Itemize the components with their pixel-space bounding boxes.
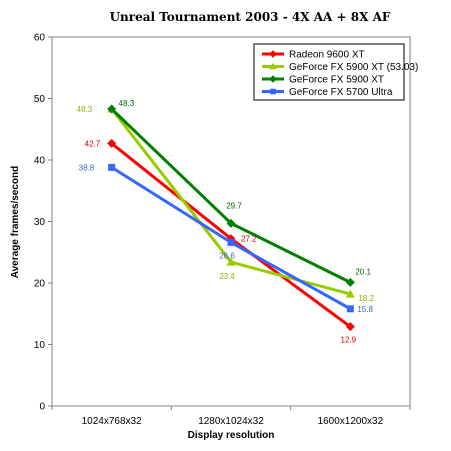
data-label: 29.7 <box>226 201 242 210</box>
legend-label: GeForce FX 5900 XT (53.03) <box>289 62 418 73</box>
y-tick-label: 10 <box>34 340 46 351</box>
data-point <box>269 62 277 70</box>
data-point <box>226 218 236 228</box>
data-point <box>346 305 354 313</box>
x-axis: 1024x768x32 1280x1024x32 1600x1200x32 <box>51 406 411 427</box>
data-label: 38.8 <box>79 163 95 172</box>
data-label: 48.3 <box>77 105 93 114</box>
data-label: 15.8 <box>357 305 373 314</box>
data-point <box>108 163 116 171</box>
y-tick-label: 40 <box>34 156 46 167</box>
data-point <box>345 322 355 332</box>
y-tick-label: 30 <box>34 217 46 228</box>
legend-label: Radeon 9600 XT <box>289 50 365 61</box>
x-tick-label: 1280x1024x32 <box>198 416 264 427</box>
data-label: 20.1 <box>355 267 371 276</box>
legend-label: GeForce FX 5700 Ultra <box>289 87 393 98</box>
data-point <box>107 104 117 114</box>
y-tick-label: 0 <box>39 402 45 413</box>
series-3 <box>107 104 355 287</box>
y-tick-label: 20 <box>34 279 46 290</box>
data-point <box>270 88 276 95</box>
data-label: 23.4 <box>219 272 235 281</box>
data-point <box>345 277 355 287</box>
data-label: 18.2 <box>358 294 374 303</box>
series-4 <box>108 163 354 313</box>
data-point <box>269 75 277 83</box>
data-point <box>107 138 117 148</box>
data-label: 26.6 <box>219 251 235 260</box>
x-tick-label: 1024x768x32 <box>82 416 142 427</box>
chart-title: Unreal Tournament 2003 - 4X AA + 8X AF <box>110 10 391 24</box>
series-1 <box>107 138 355 332</box>
legend-label: GeForce FX 5900 XT <box>289 75 384 86</box>
data-point <box>226 257 236 266</box>
legend-item: GeForce FX 5900 XT <box>262 75 384 86</box>
data-point <box>269 50 277 58</box>
data-label: 42.7 <box>85 139 101 148</box>
series-lines <box>107 104 355 332</box>
data-label: 48.3 <box>119 99 135 108</box>
data-label: 12.9 <box>341 336 357 345</box>
legend-item: GeForce FX 5700 Ultra <box>262 87 393 98</box>
y-tick-label: 60 <box>34 33 46 44</box>
data-label: 27.2 <box>241 235 257 244</box>
data-point <box>345 289 355 298</box>
legend-item: Radeon 9600 XT <box>262 50 365 61</box>
data-labels: 42.7 27.2 12.9 48.3 23.4 18.2 48.3 29.7 20.1 38.8… <box>77 99 375 345</box>
y-axis: 0 10 20 30 40 50 60 <box>34 33 52 413</box>
y-tick-label: 50 <box>34 94 46 105</box>
y-axis-label: Average frames/second <box>10 166 21 278</box>
x-tick-label: 1600x1200x32 <box>318 416 384 427</box>
legend-item: GeForce FX 5900 XT (53.03) <box>262 62 418 73</box>
x-axis-label: Display resolution <box>188 430 275 441</box>
data-point <box>227 238 235 246</box>
